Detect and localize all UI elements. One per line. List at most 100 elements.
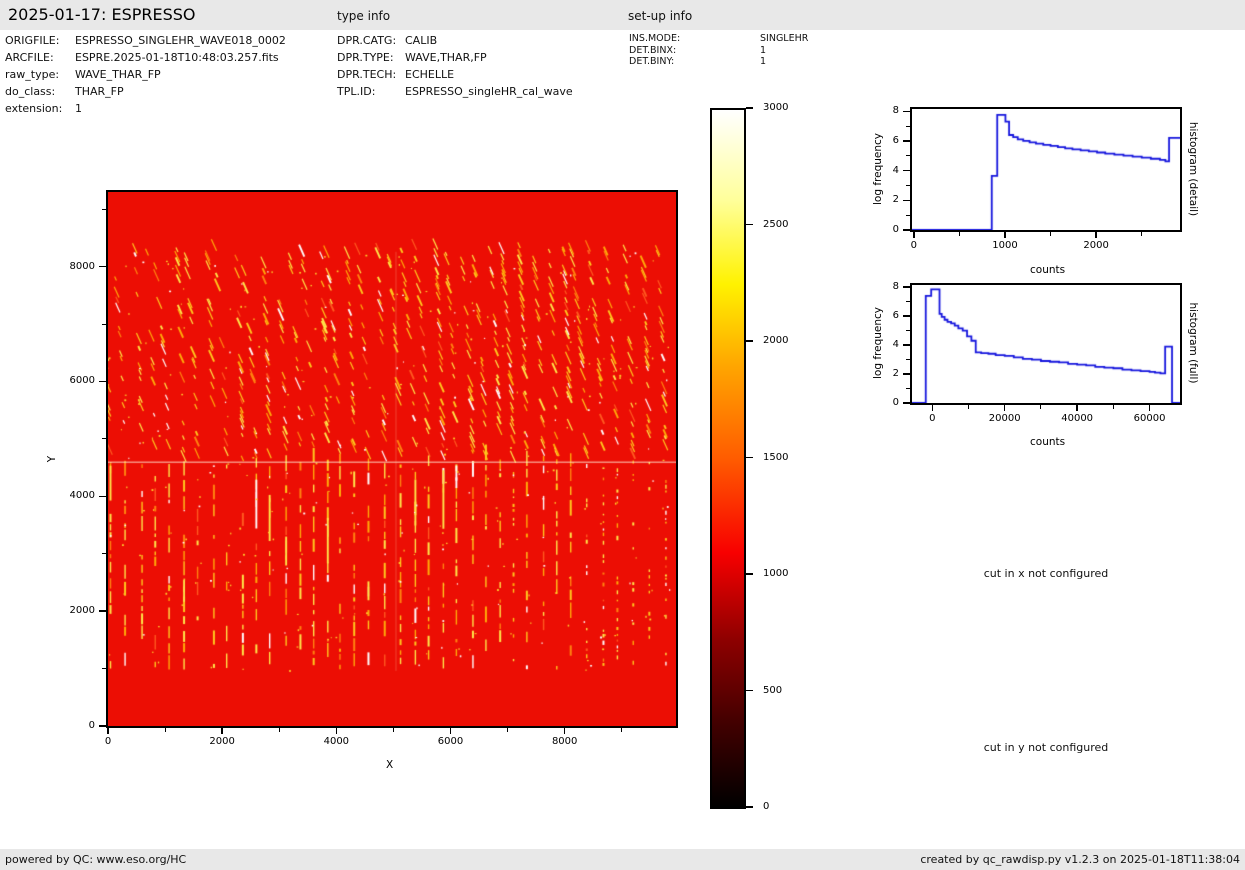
- info-value: ESPRESSO_SINGLEHR_WAVE018_0002: [75, 34, 286, 47]
- y-tick: [99, 266, 106, 267]
- colorbar-tick: [746, 107, 753, 108]
- setup-info-block: INS.MODE:SINGLEHRDET.BINX:1DET.BINY:1: [629, 33, 808, 68]
- info-label: DPR.CATG:: [337, 34, 405, 47]
- x-tick: [1004, 232, 1005, 238]
- colorbar-tick-label: 500: [763, 686, 782, 696]
- y-tick-label: 0: [841, 225, 899, 235]
- x-tick: [1076, 405, 1077, 411]
- x-tick: [1004, 405, 1005, 411]
- x-minor-tick: [507, 728, 508, 732]
- x-tick: [564, 728, 565, 734]
- info-row: DPR.TYPE:WAVE,THAR,FP: [337, 51, 573, 68]
- y-tick-label: 8: [841, 106, 899, 116]
- x-tick-label: 2000: [1066, 241, 1126, 251]
- section-title-setup-info: set-up info: [628, 9, 692, 23]
- y-minor-tick: [906, 215, 910, 216]
- x-minor-tick: [1040, 405, 1041, 409]
- y-tick: [903, 200, 910, 201]
- y-minor-tick: [102, 209, 106, 210]
- y-tick: [99, 381, 106, 382]
- info-row: DPR.TECH:ECHELLE: [337, 68, 573, 85]
- y-minor-tick: [102, 438, 106, 439]
- colorbar-tick-label: 3000: [763, 103, 788, 113]
- x-minor-tick: [959, 232, 960, 236]
- y-tick: [903, 402, 910, 403]
- x-minor-tick: [279, 728, 280, 732]
- y-tick: [903, 373, 910, 374]
- info-row: extension:1: [5, 102, 286, 119]
- histogram-detail-side-label: histogram (detail): [1187, 122, 1199, 216]
- info-row: INS.MODE:SINGLEHR: [629, 33, 808, 45]
- type-info-block: DPR.CATG:CALIBDPR.TYPE:WAVE,THAR,FPDPR.T…: [337, 34, 573, 102]
- info-value: WAVE,THAR,FP: [405, 51, 487, 64]
- info-label: ORIGFILE:: [5, 34, 75, 47]
- colorbar-tick: [746, 340, 753, 341]
- x-minor-tick: [968, 405, 969, 409]
- y-tick-label: 6: [841, 136, 899, 146]
- raw-image-plot: [106, 190, 678, 728]
- y-tick: [903, 315, 910, 316]
- section-title-type-info: type info: [337, 9, 390, 23]
- x-tick-label: 0: [78, 737, 138, 747]
- x-tick: [932, 405, 933, 411]
- info-label: INS.MODE:: [629, 33, 760, 44]
- raw-image-heatmap: [108, 192, 676, 726]
- header-bar: 2025-01-17: ESPRESSO type info set-up in…: [0, 0, 1245, 30]
- qc-report-page: 2025-01-17: ESPRESSO type info set-up in…: [0, 0, 1245, 870]
- info-row: raw_type:WAVE_THAR_FP: [5, 68, 286, 85]
- y-minor-tick: [906, 330, 910, 331]
- cut-y-note: cut in y not configured: [926, 741, 1166, 754]
- info-value: THAR_FP: [75, 85, 124, 98]
- x-tick: [1095, 232, 1096, 238]
- y-tick: [903, 140, 910, 141]
- x-minor-tick: [1141, 232, 1142, 236]
- y-minor-tick: [906, 126, 910, 127]
- y-tick-label: 4: [841, 340, 899, 350]
- y-tick-label: 6000: [37, 376, 95, 386]
- y-minor-tick: [102, 668, 106, 669]
- x-tick: [913, 232, 914, 238]
- y-tick-label: 8000: [37, 262, 95, 272]
- x-tick: [221, 728, 222, 734]
- info-row: DET.BINX:1: [629, 45, 808, 57]
- x-tick: [107, 728, 108, 734]
- histogram-detail-xlabel: counts: [1030, 264, 1065, 276]
- x-tick-label: 40000: [1047, 414, 1107, 424]
- info-row: DET.BINY:1: [629, 56, 808, 68]
- info-value: 1: [75, 102, 82, 115]
- info-value: ECHELLE: [405, 68, 454, 81]
- x-tick-label: 0: [902, 414, 962, 424]
- x-tick-label: 4000: [306, 737, 366, 747]
- colorbar-tick-label: 1000: [763, 569, 788, 579]
- colorbar-tick-label: 2500: [763, 220, 788, 230]
- info-label: do_class:: [5, 85, 75, 98]
- y-tick: [903, 170, 910, 171]
- page-title: 2025-01-17: ESPRESSO: [8, 5, 196, 24]
- x-minor-tick: [1050, 232, 1051, 236]
- histogram-full-xlabel: counts: [1030, 436, 1065, 448]
- histogram-full-line: [912, 285, 1180, 403]
- y-minor-tick: [906, 155, 910, 156]
- y-tick-label: 0: [37, 721, 95, 731]
- y-tick: [903, 111, 910, 112]
- info-label: raw_type:: [5, 68, 75, 81]
- info-label: TPL.ID:: [337, 85, 405, 98]
- y-minor-tick: [906, 359, 910, 360]
- colorbar-tick-label: 1500: [763, 453, 788, 463]
- y-tick-label: 2: [841, 369, 899, 379]
- colorbar-tick-label: 2000: [763, 336, 788, 346]
- x-tick: [336, 728, 337, 734]
- raw-image-ylabel: Y: [46, 456, 58, 462]
- info-value: 1: [760, 45, 766, 56]
- y-minor-tick: [906, 388, 910, 389]
- y-tick: [903, 286, 910, 287]
- y-minor-tick: [102, 324, 106, 325]
- x-tick-label: 1000: [975, 241, 1035, 251]
- y-tick-label: 0: [841, 398, 899, 408]
- x-minor-tick: [393, 728, 394, 732]
- y-tick-label: 4: [841, 166, 899, 176]
- raw-image-xlabel: X: [386, 759, 393, 771]
- y-minor-tick: [102, 553, 106, 554]
- info-label: DPR.TYPE:: [337, 51, 405, 64]
- y-tick: [903, 344, 910, 345]
